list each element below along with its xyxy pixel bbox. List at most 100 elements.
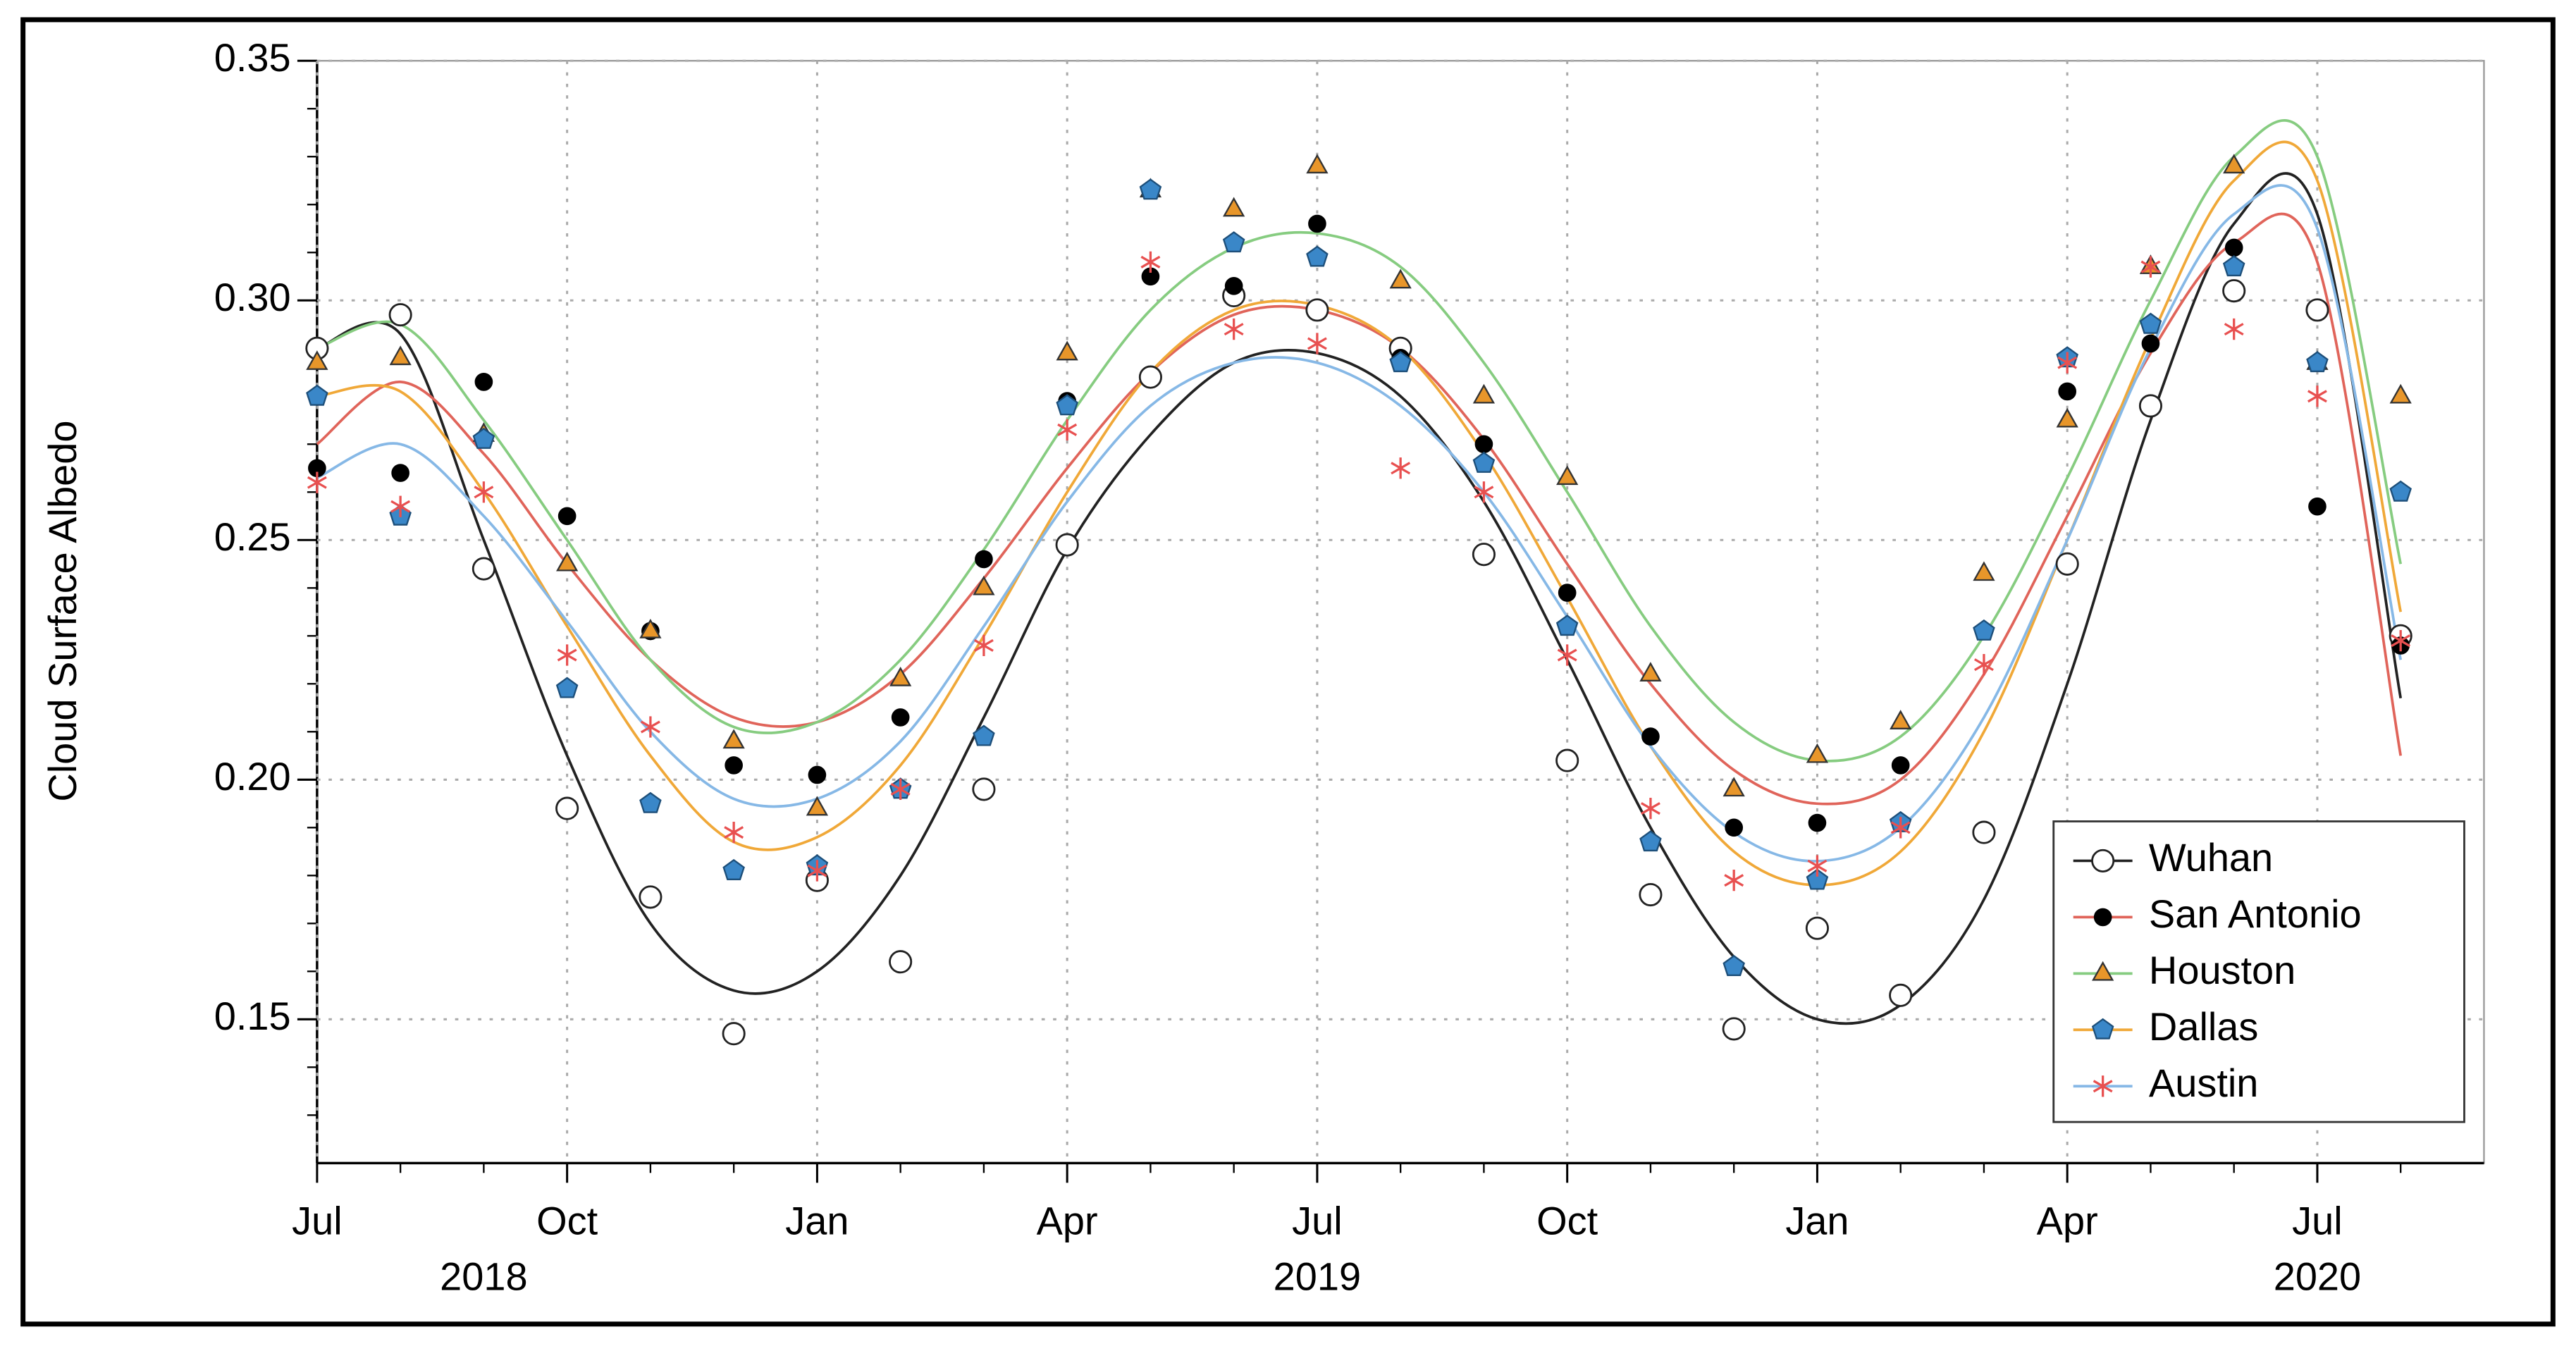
data-point <box>1973 561 1995 581</box>
data-point <box>722 729 745 749</box>
x-year-label: 2020 <box>2274 1254 2361 1299</box>
data-point <box>806 796 829 816</box>
data-point <box>1806 743 1829 763</box>
data-point <box>973 575 995 596</box>
data-point <box>1555 748 1579 772</box>
data-point <box>972 777 996 801</box>
x-year-label: 2019 <box>1274 1254 1361 1299</box>
data-point <box>2141 334 2160 353</box>
data-point <box>389 345 412 366</box>
data-point <box>1474 435 1493 454</box>
data-point <box>1972 820 1996 844</box>
data-point <box>1890 710 1912 729</box>
legend-marker <box>2092 961 2114 981</box>
data-point <box>1474 481 1494 503</box>
data-point <box>1306 154 1329 174</box>
data-point <box>1472 543 1496 567</box>
data-point <box>1139 178 1162 200</box>
data-point <box>1641 727 1660 746</box>
x-year-label: 2018 <box>440 1254 527 1299</box>
data-point <box>1725 818 1744 837</box>
data-point <box>1889 983 1913 1007</box>
data-point <box>2389 480 2412 502</box>
data-point <box>1223 197 1245 217</box>
data-point <box>1306 245 1329 267</box>
data-point <box>1057 419 1078 441</box>
data-point <box>891 708 910 727</box>
data-point <box>1639 830 1662 852</box>
data-point <box>1391 457 1411 479</box>
legend-box <box>2052 820 2465 1123</box>
x-tick-label: Apr <box>1037 1198 1098 1242</box>
fit-line <box>316 172 2403 1025</box>
data-point <box>639 885 663 909</box>
legend-marker <box>2093 908 2112 927</box>
data-point <box>306 350 328 370</box>
data-point <box>1639 882 1663 907</box>
data-point <box>1558 584 1577 602</box>
data-point <box>1891 756 1910 775</box>
data-point <box>1305 298 1329 322</box>
data-point <box>1890 817 1911 839</box>
y-tick-label: 0.15 <box>214 994 291 1038</box>
data-point <box>807 860 827 882</box>
data-point <box>1807 855 1828 877</box>
data-point <box>1056 340 1078 361</box>
data-point <box>1722 1017 1746 1041</box>
data-point <box>2058 382 2077 401</box>
data-point <box>1307 333 1327 354</box>
data-point <box>557 644 577 666</box>
data-point <box>557 507 577 526</box>
data-point <box>1224 318 1244 340</box>
data-point <box>1308 214 1326 233</box>
data-point <box>2222 279 2246 303</box>
legend-label: Wuhan <box>2149 835 2273 880</box>
data-point <box>1639 662 1662 681</box>
y-tick-label: 0.35 <box>214 35 291 80</box>
data-point <box>808 765 827 784</box>
x-tick-label: Oct <box>1536 1198 1598 1242</box>
data-point <box>975 550 993 569</box>
data-point <box>307 471 327 493</box>
data-point <box>722 858 745 880</box>
data-point <box>306 384 328 406</box>
data-point <box>474 373 493 391</box>
data-point <box>472 427 495 449</box>
fit-line <box>316 184 2403 863</box>
data-point <box>1389 269 1412 289</box>
frame <box>20 17 2556 1327</box>
legend-label: Dallas <box>2149 1004 2258 1049</box>
data-point <box>1808 813 1827 832</box>
data-point <box>973 724 995 746</box>
x-tick-label: Jul <box>2292 1198 2343 1242</box>
x-tick-label: Jul <box>292 1198 343 1242</box>
data-point <box>1055 533 1079 557</box>
data-point <box>1640 797 1660 820</box>
data-point <box>1224 277 1243 295</box>
legend-label: Houston <box>2149 948 2295 992</box>
legend-marker <box>2093 1075 2113 1097</box>
data-point <box>474 481 494 503</box>
data-point <box>472 557 495 581</box>
data-point <box>1723 777 1745 797</box>
data-point <box>2306 351 2329 373</box>
data-point <box>2138 394 2162 418</box>
legend-marker <box>2091 849 2115 872</box>
data-point <box>2389 383 2412 404</box>
y-tick-label: 0.25 <box>214 514 291 559</box>
data-point <box>722 1022 746 1046</box>
fit-line <box>316 119 2403 763</box>
data-point <box>2056 407 2078 428</box>
data-point <box>889 950 913 974</box>
data-point <box>1557 644 1577 666</box>
y-tick-label: 0.30 <box>214 275 291 319</box>
data-point <box>2222 255 2245 277</box>
data-point <box>555 796 579 820</box>
legend-marker <box>2091 1018 2114 1040</box>
data-point <box>391 464 409 482</box>
data-point <box>1974 653 1994 676</box>
fit-line <box>316 140 2403 887</box>
data-point <box>1389 351 1412 373</box>
data-point <box>640 716 660 738</box>
x-tick-label: Oct <box>536 1198 598 1242</box>
